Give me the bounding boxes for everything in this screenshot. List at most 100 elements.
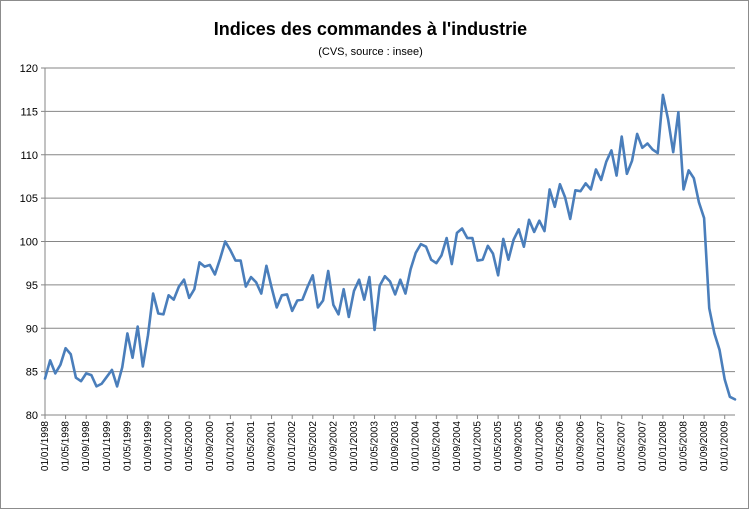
data-point [276, 306, 278, 308]
data-point [667, 118, 669, 120]
x-tick-label: 01/01/2003 [349, 421, 360, 471]
data-point [672, 151, 674, 153]
data-point [306, 285, 308, 287]
data-point [85, 372, 87, 374]
data-point [631, 160, 633, 162]
data-point [49, 359, 51, 361]
data-point [64, 347, 66, 349]
data-point [327, 270, 329, 272]
data-point [317, 306, 319, 308]
data-point [451, 263, 453, 265]
data-point [203, 265, 205, 267]
x-tick-label: 01/09/2003 [390, 421, 401, 471]
data-point [693, 177, 695, 179]
x-tick-label: 01/09/2004 [452, 421, 463, 471]
gridlines [45, 67, 735, 416]
data-point [363, 298, 365, 300]
data-point [729, 396, 731, 398]
data-point [590, 188, 592, 190]
data-point [255, 281, 257, 283]
data-point [121, 366, 123, 368]
data-point [528, 219, 530, 221]
x-tick-label: 01/01/2005 [473, 421, 484, 471]
axes [41, 67, 735, 419]
x-tick-label: 01/05/2005 [493, 421, 504, 471]
data-point [209, 264, 211, 266]
data-point [626, 173, 628, 175]
data-point [178, 285, 180, 287]
data-point [595, 168, 597, 170]
data-point [75, 376, 77, 378]
data-point [471, 237, 473, 239]
x-tick-label: 01/01/2001 [225, 421, 236, 471]
data-point [476, 259, 478, 261]
x-tick-label: 01/01/2006 [534, 421, 545, 471]
x-tick-label: 01/05/2001 [246, 421, 257, 471]
data-point [80, 380, 82, 382]
x-tick-label: 01/09/1998 [81, 421, 92, 471]
data-point [554, 206, 556, 208]
data-point [703, 217, 705, 219]
data-point [497, 274, 499, 276]
data-point [126, 332, 128, 334]
data-point [440, 254, 442, 256]
data-point [59, 363, 61, 365]
data-point [430, 259, 432, 261]
data-point [111, 369, 113, 371]
data-point [487, 245, 489, 247]
data-point [404, 292, 406, 294]
data-point [100, 383, 102, 385]
x-tick-label: 01/09/2007 [637, 421, 648, 471]
y-tick-label: 95 [26, 280, 38, 292]
data-point [445, 237, 447, 239]
x-tick-label: 01/01/2000 [164, 421, 175, 471]
data-point [507, 259, 509, 261]
y-tick-label: 90 [26, 323, 38, 335]
data-point [662, 94, 664, 96]
data-point [657, 152, 659, 154]
data-point [224, 240, 226, 242]
data-point [724, 378, 726, 380]
data-point [162, 313, 164, 315]
y-tick-label: 80 [26, 410, 38, 422]
y-tick-label: 100 [20, 237, 38, 249]
data-point [466, 237, 468, 239]
x-tick-label: 01/01/1999 [102, 421, 113, 471]
data-point [116, 385, 118, 387]
data-point [425, 246, 427, 248]
data-point [239, 259, 241, 261]
data-point [481, 259, 483, 261]
data-point [368, 276, 370, 278]
data-point [265, 265, 267, 267]
data-point [677, 111, 679, 113]
data-point [389, 280, 391, 282]
data-point [70, 353, 72, 355]
data-point [456, 232, 458, 234]
y-tick-label: 85 [26, 367, 38, 379]
data-point [600, 179, 602, 181]
data-point [281, 294, 283, 296]
x-tick-label: 01/05/2008 [679, 421, 690, 471]
x-tick-label: 01/09/1999 [143, 421, 154, 471]
data-point [518, 228, 520, 230]
data-point [44, 377, 46, 379]
y-axis-ticks: 80 85 90 95 100 105 110 115 120 [20, 63, 38, 422]
data-point [708, 307, 710, 309]
data-point [651, 148, 653, 150]
data-point [698, 201, 700, 203]
data-point [579, 190, 581, 192]
data-point [379, 285, 381, 287]
x-tick-label: 01/09/2008 [699, 421, 710, 471]
x-tick-label: 01/01/2007 [596, 421, 607, 471]
data-point [167, 294, 169, 296]
data-point [615, 174, 617, 176]
data-point [734, 398, 736, 400]
series-layer [43, 93, 737, 401]
data-point [574, 189, 576, 191]
x-tick-label: 01/01/1998 [40, 421, 51, 471]
data-point [435, 262, 437, 264]
x-tick-label: 01/05/2000 [184, 421, 195, 471]
y-tick-label: 110 [20, 150, 38, 162]
y-tick-label: 120 [20, 63, 38, 75]
